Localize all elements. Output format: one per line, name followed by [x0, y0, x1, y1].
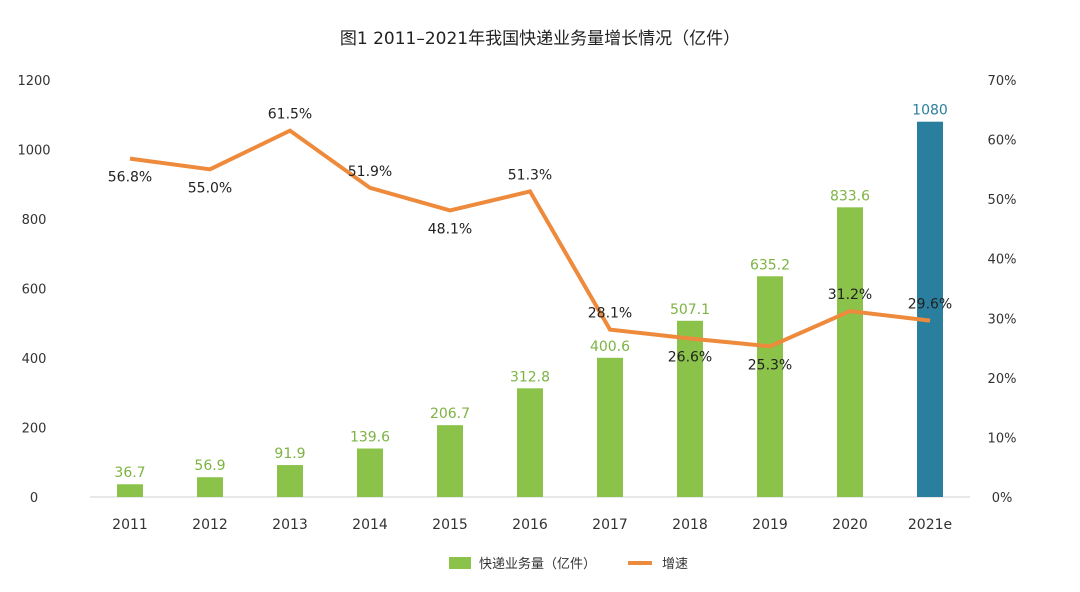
x-tick-label: 2019 [752, 517, 788, 533]
bar [117, 484, 143, 497]
x-tick-label: 2014 [352, 517, 388, 533]
bar [437, 425, 463, 497]
y-right-tick-label: 20% [988, 372, 1017, 387]
growth-rate-label: 61.5% [268, 107, 312, 123]
bar-value-label: 833.6 [830, 188, 870, 204]
y-right-tick-label: 60% [988, 134, 1017, 149]
y-left-tick-label: 400 [22, 352, 47, 367]
bar [357, 448, 383, 497]
legend-label-bar: 快递业务量（亿件） [479, 556, 596, 572]
bar [597, 357, 623, 497]
x-tick-label: 2021e [908, 517, 952, 533]
bar-value-label: 635.2 [750, 257, 790, 273]
x-tick-label: 2015 [432, 517, 468, 533]
x-tick-label: 2017 [592, 517, 628, 533]
growth-rate-label: 51.9% [348, 164, 392, 180]
y-left-tick-label: 200 [22, 422, 47, 437]
bar-value-label: 56.9 [194, 458, 225, 474]
y-left-tick-label: 1000 [17, 144, 50, 159]
y-right-tick-label: 10% [988, 431, 1017, 446]
bar [917, 121, 943, 497]
y-right-tick-label: 30% [988, 312, 1017, 327]
bar [277, 465, 303, 497]
legend-swatch-bar [449, 557, 471, 569]
x-tick-label: 2016 [512, 517, 548, 533]
bar [677, 320, 703, 497]
bar-value-label: 36.7 [114, 465, 145, 481]
y-left-tick-label: 600 [22, 283, 47, 298]
y-right-tick-label: 50% [988, 193, 1017, 208]
x-tick-label: 2011 [112, 517, 148, 533]
x-tick-label: 2013 [272, 517, 308, 533]
y-right-tick-label: 70% [988, 74, 1017, 89]
bar-value-label: 206.7 [430, 406, 470, 422]
growth-rate-label: 25.3% [748, 357, 792, 373]
growth-rate-label: 29.6% [908, 297, 952, 313]
legend-label-line: 增速 [662, 557, 688, 572]
y-left-tick-label: 1200 [17, 74, 50, 89]
bar-value-label: 400.6 [590, 339, 630, 355]
growth-rate-label: 55.0% [188, 180, 232, 196]
chart-title: 图1 2011–2021年我国快递业务量增长情况（亿件） [339, 29, 741, 49]
bar-value-label: 312.8 [510, 369, 550, 385]
bar [197, 477, 223, 497]
growth-rate-label: 56.8% [108, 170, 152, 186]
growth-rate-label: 26.6% [668, 350, 712, 366]
y-left-tick-label: 800 [22, 213, 47, 228]
growth-rate-label: 28.1% [588, 306, 632, 322]
x-tick-label: 2020 [832, 517, 868, 533]
bar [757, 276, 783, 497]
bar [517, 388, 543, 497]
growth-rate-label: 31.2% [828, 287, 872, 303]
y-left-tick-label: 0 [30, 491, 38, 506]
bar-value-label: 507.1 [670, 302, 710, 318]
y-right-tick-label: 0% [992, 491, 1013, 506]
growth-rate-line [129, 128, 931, 349]
bar-value-label: 1080 [912, 103, 948, 119]
bar [837, 207, 863, 497]
x-tick-label: 2018 [672, 517, 708, 533]
bar-value-label: 139.6 [350, 429, 390, 445]
growth-rate-label: 48.1% [428, 221, 472, 237]
bar-value-label: 91.9 [274, 446, 305, 462]
x-tick-label: 2012 [192, 517, 228, 533]
y-right-tick-label: 40% [988, 253, 1017, 268]
growth-rate-label: 51.3% [508, 167, 552, 183]
